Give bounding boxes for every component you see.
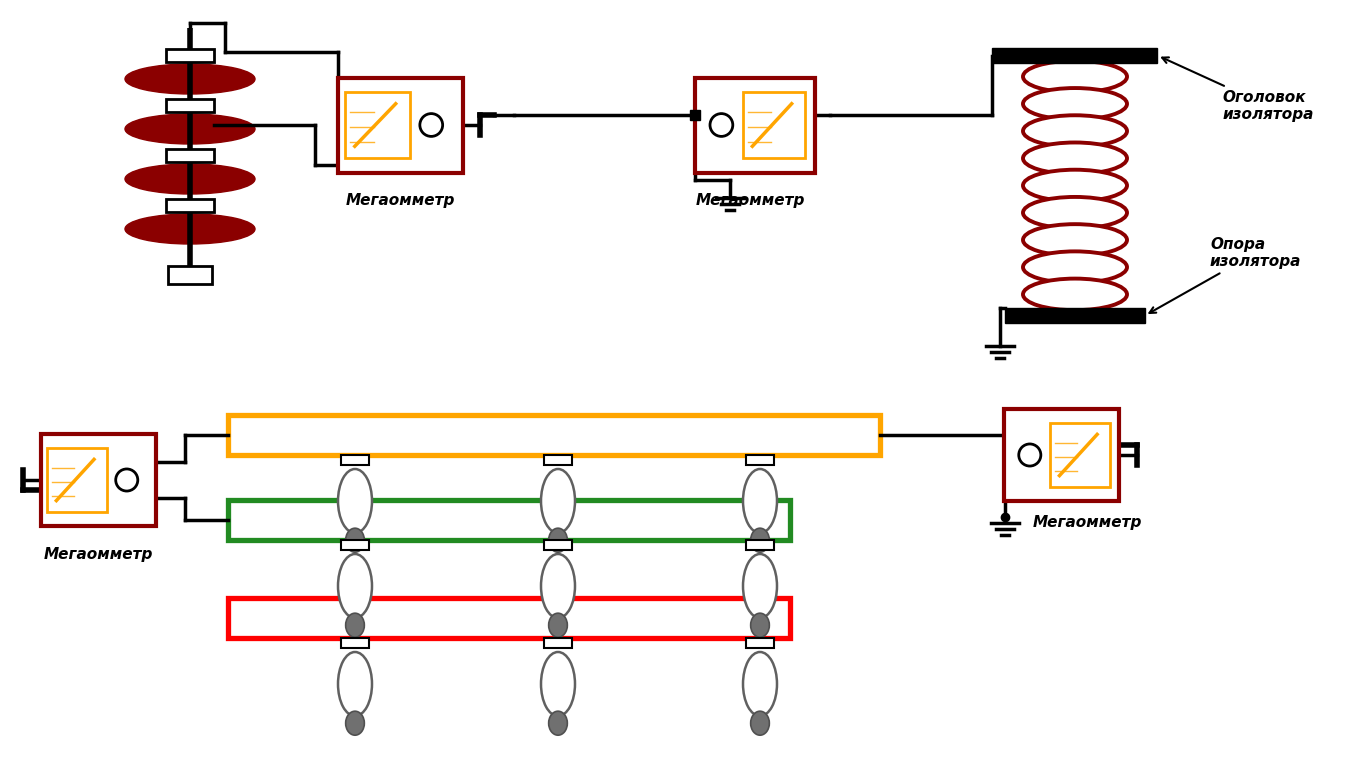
- Bar: [544, 540, 572, 550]
- Ellipse shape: [743, 652, 777, 716]
- Bar: [690, 110, 701, 120]
- Bar: [341, 540, 369, 550]
- Ellipse shape: [346, 613, 364, 637]
- Ellipse shape: [1024, 197, 1127, 228]
- Bar: [48, 448, 108, 512]
- Ellipse shape: [125, 114, 255, 144]
- Ellipse shape: [541, 652, 575, 716]
- Bar: [1005, 308, 1145, 323]
- Bar: [544, 638, 572, 648]
- Ellipse shape: [1024, 224, 1127, 256]
- Bar: [743, 92, 806, 158]
- Ellipse shape: [1024, 61, 1127, 92]
- Ellipse shape: [751, 613, 769, 637]
- Bar: [166, 149, 214, 162]
- Ellipse shape: [743, 554, 777, 618]
- Ellipse shape: [125, 64, 255, 94]
- Circle shape: [710, 114, 733, 137]
- Ellipse shape: [338, 554, 372, 618]
- Text: Оголовок
изолятора: Оголовок изолятора: [1163, 57, 1314, 122]
- Bar: [41, 434, 155, 526]
- Text: Мегаомметр: Мегаомметр: [345, 193, 455, 208]
- Text: Мегаомметр: Мегаомметр: [1032, 515, 1142, 530]
- Ellipse shape: [549, 528, 567, 552]
- Circle shape: [420, 114, 443, 137]
- Ellipse shape: [751, 528, 769, 552]
- Bar: [695, 78, 815, 172]
- Bar: [338, 78, 462, 172]
- Ellipse shape: [125, 164, 255, 194]
- Bar: [1005, 409, 1119, 501]
- Text: Мегаомметр: Мегаомметр: [695, 193, 804, 208]
- Ellipse shape: [338, 469, 372, 533]
- Bar: [544, 455, 572, 465]
- Text: Опора
изолятора: Опора изолятора: [1149, 237, 1302, 313]
- Bar: [746, 540, 774, 550]
- Ellipse shape: [1024, 143, 1127, 174]
- Ellipse shape: [125, 214, 255, 244]
- Bar: [341, 455, 369, 465]
- Ellipse shape: [751, 711, 769, 736]
- Ellipse shape: [338, 652, 372, 716]
- Ellipse shape: [346, 528, 364, 552]
- Bar: [166, 198, 214, 211]
- Text: Мегаомметр: Мегаомметр: [44, 547, 153, 562]
- Bar: [228, 500, 791, 540]
- Ellipse shape: [549, 711, 567, 736]
- Bar: [341, 638, 369, 648]
- Bar: [746, 638, 774, 648]
- Bar: [166, 98, 214, 111]
- Ellipse shape: [541, 554, 575, 618]
- Circle shape: [1018, 444, 1041, 466]
- Bar: [345, 92, 410, 158]
- Ellipse shape: [346, 711, 364, 736]
- Circle shape: [116, 469, 138, 491]
- Bar: [992, 48, 1157, 63]
- Ellipse shape: [1024, 115, 1127, 146]
- Ellipse shape: [1024, 88, 1127, 120]
- Ellipse shape: [1024, 278, 1127, 311]
- Ellipse shape: [1024, 169, 1127, 201]
- Ellipse shape: [1024, 251, 1127, 283]
- Bar: [1051, 423, 1111, 488]
- Ellipse shape: [549, 613, 567, 637]
- Bar: [166, 49, 214, 62]
- Bar: [746, 455, 774, 465]
- Bar: [228, 415, 880, 455]
- Ellipse shape: [541, 469, 575, 533]
- Ellipse shape: [743, 469, 777, 533]
- Bar: [228, 598, 791, 638]
- Bar: [168, 266, 213, 284]
